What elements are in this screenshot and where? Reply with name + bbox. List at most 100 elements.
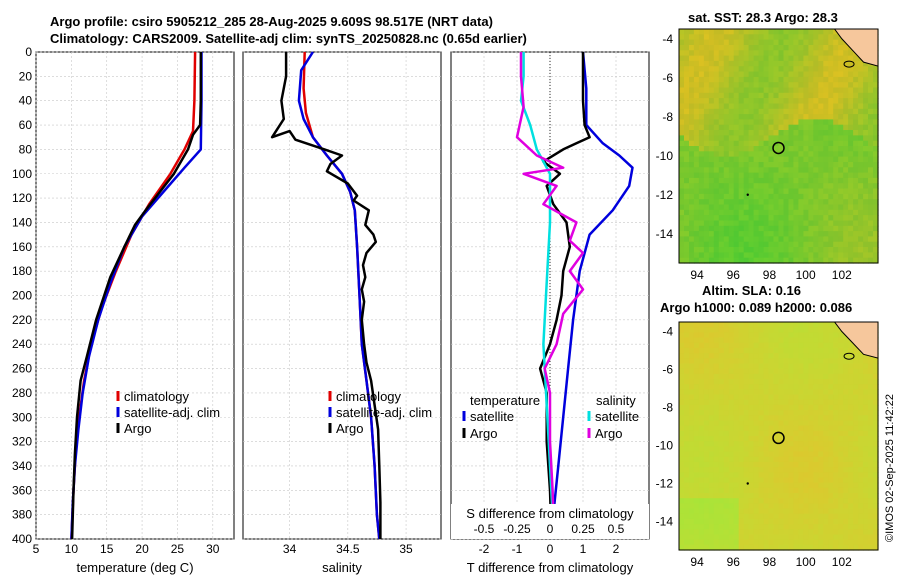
map-cell bbox=[718, 199, 725, 206]
map-cell bbox=[828, 55, 834, 62]
map-cell bbox=[798, 146, 804, 152]
map-cell bbox=[708, 225, 715, 232]
map-cell bbox=[703, 87, 710, 94]
map-cell bbox=[798, 199, 804, 206]
map-cell bbox=[718, 215, 725, 221]
map-cell bbox=[803, 384, 809, 390]
map-cell bbox=[679, 337, 685, 344]
map-cell bbox=[823, 430, 829, 437]
salinity-profile-x-tick-label: 34 bbox=[283, 542, 297, 556]
map-cell bbox=[853, 539, 859, 546]
map-cell bbox=[758, 60, 765, 67]
map-cell bbox=[823, 337, 829, 344]
map-cell bbox=[813, 119, 819, 126]
map-cell bbox=[773, 420, 780, 427]
map-cell bbox=[823, 524, 829, 530]
map-cell bbox=[693, 358, 700, 365]
map-cell bbox=[679, 220, 685, 227]
map-cell bbox=[808, 430, 814, 437]
map-cell bbox=[793, 322, 799, 328]
map-cell bbox=[818, 177, 824, 184]
map-cell bbox=[868, 379, 874, 385]
map-cell bbox=[803, 45, 809, 51]
map-cell bbox=[718, 472, 725, 479]
map-cell bbox=[768, 363, 775, 370]
map-cell bbox=[773, 151, 780, 158]
map-cell bbox=[788, 322, 795, 328]
map-cell bbox=[718, 98, 725, 104]
map-cell bbox=[723, 524, 730, 530]
map-cell bbox=[773, 172, 780, 179]
map-cell bbox=[803, 399, 809, 406]
map-cell bbox=[853, 183, 859, 190]
map-cell bbox=[753, 60, 760, 67]
map-cell bbox=[703, 82, 710, 89]
map-cell bbox=[873, 487, 879, 494]
map-cell bbox=[738, 404, 745, 411]
map-cell bbox=[793, 498, 799, 504]
map-cell bbox=[743, 225, 750, 232]
map-cell bbox=[868, 363, 874, 370]
map-cell bbox=[773, 358, 780, 365]
map-cell bbox=[808, 146, 814, 152]
map-cell bbox=[798, 82, 804, 89]
map-cell bbox=[853, 467, 859, 473]
map-cell bbox=[728, 183, 735, 190]
map-cell bbox=[733, 322, 740, 328]
map-cell bbox=[763, 135, 770, 142]
map-cell bbox=[778, 327, 785, 333]
map-cell bbox=[743, 140, 750, 147]
map-cell bbox=[728, 451, 735, 458]
map-cell bbox=[848, 156, 854, 163]
map-cell bbox=[843, 188, 849, 195]
map-cell bbox=[693, 146, 700, 152]
map-cell bbox=[713, 467, 720, 473]
map-cell bbox=[689, 220, 695, 227]
map-cell bbox=[818, 322, 824, 328]
map-cell bbox=[768, 183, 775, 190]
map-cell bbox=[858, 472, 864, 479]
map-cell bbox=[803, 76, 809, 83]
map-cell bbox=[684, 60, 690, 67]
map-cell bbox=[698, 472, 705, 479]
map-cell bbox=[868, 524, 874, 530]
map-cell bbox=[863, 544, 869, 551]
map-cell bbox=[868, 508, 874, 515]
map-cell bbox=[723, 135, 730, 142]
map-cell bbox=[703, 394, 710, 401]
map-cell bbox=[863, 477, 869, 484]
map-cell bbox=[793, 34, 799, 41]
map-cell bbox=[813, 29, 819, 35]
map-cell bbox=[679, 55, 685, 62]
map-cell bbox=[743, 29, 750, 35]
map-cell bbox=[818, 461, 824, 468]
map-cell bbox=[823, 327, 829, 333]
map-cell bbox=[858, 119, 864, 126]
map-cell bbox=[753, 124, 760, 131]
salinity-profile-legend-label: Argo bbox=[336, 421, 363, 436]
map-cell bbox=[753, 544, 760, 551]
map-cell bbox=[778, 451, 785, 458]
map-cell bbox=[828, 45, 834, 51]
map-cell bbox=[703, 467, 710, 473]
map-cell bbox=[679, 384, 685, 390]
map-cell bbox=[679, 82, 685, 89]
map-cell bbox=[838, 87, 844, 94]
map-cell bbox=[798, 384, 804, 390]
map-cell bbox=[793, 358, 799, 365]
map-cell bbox=[753, 487, 760, 494]
map-cell bbox=[793, 472, 799, 479]
map-cell bbox=[818, 209, 824, 216]
map-cell bbox=[713, 498, 720, 504]
map-cell bbox=[753, 451, 760, 458]
map-cell bbox=[793, 467, 799, 473]
map-cell bbox=[693, 55, 700, 62]
map-cell bbox=[703, 92, 710, 99]
map-cell bbox=[838, 92, 844, 99]
map-cell bbox=[823, 66, 829, 73]
map-cell bbox=[813, 130, 819, 136]
map-cell bbox=[693, 236, 700, 243]
map-cell bbox=[708, 342, 715, 349]
map-cell bbox=[713, 55, 720, 62]
map-cell bbox=[728, 394, 735, 401]
